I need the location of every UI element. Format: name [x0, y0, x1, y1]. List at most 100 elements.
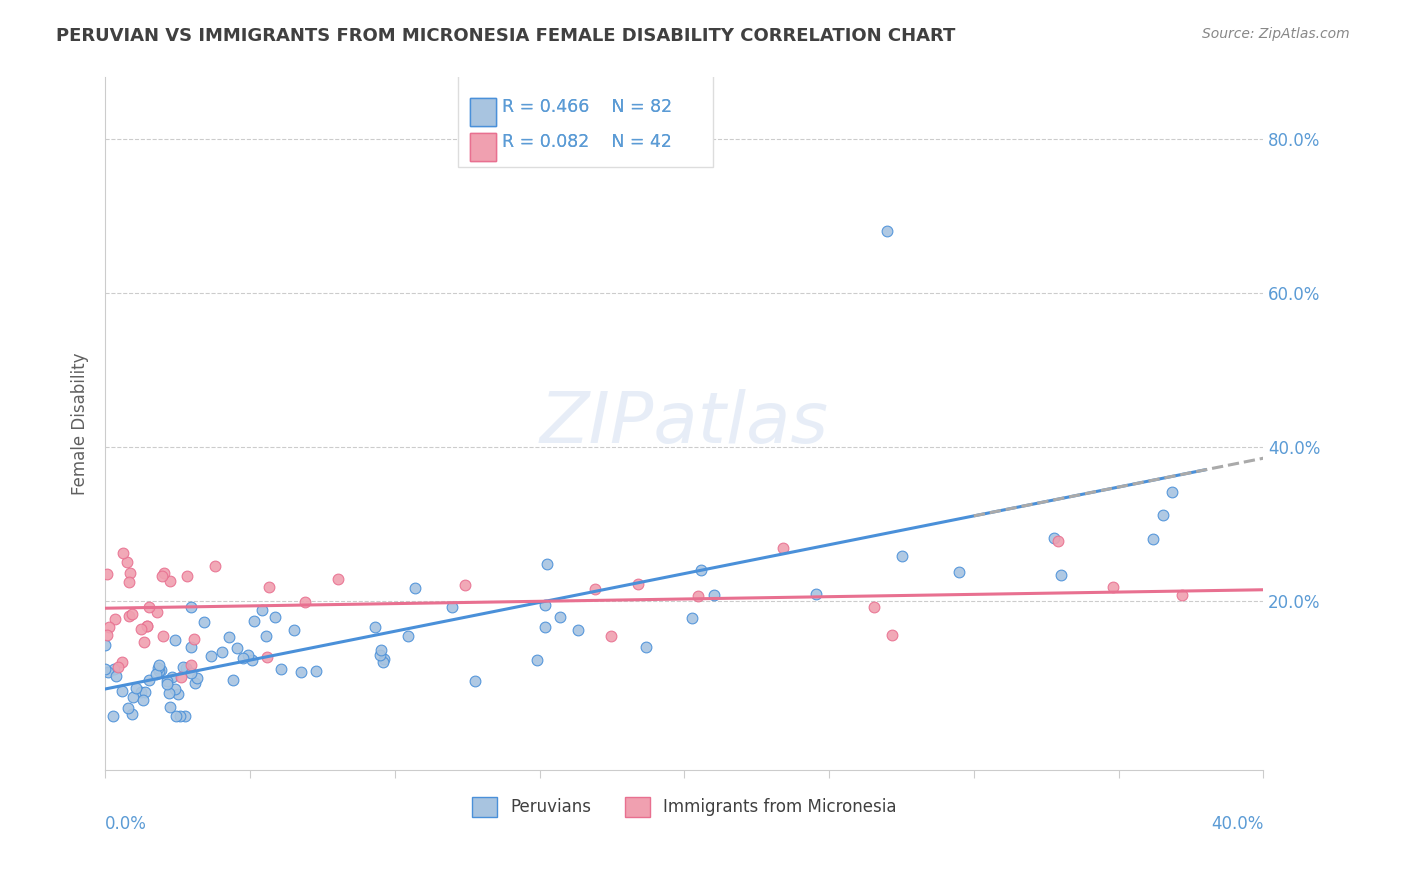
Peruvians	[1161, 484, 1184, 499]
Peruvians	[163, 632, 186, 647]
Immigrants from Micronesia	[129, 622, 152, 636]
Immigrants from Micronesia	[257, 580, 280, 594]
Peruvians	[373, 652, 395, 666]
Peruvians	[364, 620, 387, 634]
Immigrants from Micronesia	[772, 541, 794, 556]
Peruvians	[636, 640, 658, 655]
Peruvians	[131, 685, 153, 699]
Peruvians	[222, 673, 245, 687]
Peruvians	[169, 709, 191, 723]
Peruvians	[180, 640, 202, 655]
Peruvians	[174, 709, 197, 723]
Peruvians	[534, 620, 557, 634]
Text: 0.0%: 0.0%	[105, 814, 148, 833]
Peruvians	[290, 665, 312, 680]
Peruvians	[441, 600, 464, 615]
Peruvians	[948, 566, 970, 580]
Peruvians	[101, 709, 124, 723]
Immigrants from Micronesia	[882, 628, 904, 642]
Peruvians	[534, 598, 557, 612]
Immigrants from Micronesia	[115, 555, 138, 569]
Peruvians	[891, 549, 914, 563]
Peruvians	[283, 624, 305, 638]
Immigrants from Micronesia	[256, 649, 278, 664]
Immigrants from Micronesia	[1047, 533, 1070, 548]
Immigrants from Micronesia	[150, 568, 173, 582]
Immigrants from Micronesia	[294, 595, 316, 609]
Peruvians	[703, 589, 725, 603]
Peruvians	[250, 603, 273, 617]
Peruvians	[270, 662, 292, 676]
Immigrants from Micronesia	[136, 619, 159, 633]
Text: R = 0.082    N = 42: R = 0.082 N = 42	[502, 133, 672, 151]
Immigrants from Micronesia	[183, 632, 205, 646]
Peruvians	[167, 687, 190, 701]
Peruvians	[149, 663, 172, 677]
Peruvians	[94, 662, 117, 676]
Peruvians	[134, 684, 156, 698]
Immigrants from Micronesia	[146, 605, 169, 619]
Peruvians	[567, 624, 589, 638]
Immigrants from Micronesia	[159, 574, 181, 589]
Peruvians	[157, 686, 180, 700]
Peruvians	[305, 664, 328, 678]
Peruvians	[1142, 532, 1164, 546]
Peruvians	[548, 610, 571, 624]
Peruvians	[146, 661, 169, 675]
Peruvians	[172, 660, 194, 674]
Peruvians	[160, 670, 183, 684]
Peruvians	[243, 614, 266, 628]
Immigrants from Micronesia	[153, 566, 176, 581]
Immigrants from Micronesia	[104, 612, 127, 626]
Peruvians	[180, 600, 202, 615]
FancyBboxPatch shape	[470, 133, 495, 161]
Peruvians	[200, 649, 222, 664]
Immigrants from Micronesia	[118, 609, 141, 624]
Peruvians	[105, 669, 128, 683]
Immigrants from Micronesia	[107, 660, 129, 674]
Peruvians	[165, 681, 187, 696]
Peruvians	[371, 655, 394, 669]
Peruvians	[804, 587, 827, 601]
Peruvians	[193, 615, 215, 629]
Peruvians	[165, 709, 187, 723]
Immigrants from Micronesia	[112, 546, 135, 560]
Peruvians	[174, 660, 197, 674]
Peruvians	[148, 658, 170, 673]
Immigrants from Micronesia	[1101, 580, 1123, 594]
Peruvians	[218, 630, 240, 644]
Immigrants from Micronesia	[863, 599, 886, 614]
Immigrants from Micronesia	[111, 655, 134, 669]
Peruvians	[121, 707, 143, 722]
Text: Source: ZipAtlas.com: Source: ZipAtlas.com	[1202, 27, 1350, 41]
Immigrants from Micronesia	[583, 582, 606, 597]
Peruvians	[211, 644, 233, 658]
Immigrants from Micronesia	[120, 566, 142, 581]
Immigrants from Micronesia	[98, 619, 121, 633]
Immigrants from Micronesia	[1171, 588, 1194, 602]
Immigrants from Micronesia	[627, 577, 650, 591]
Immigrants from Micronesia	[180, 657, 202, 672]
Peruvians	[681, 611, 703, 625]
Immigrants from Micronesia	[176, 569, 198, 583]
Peruvians	[263, 610, 285, 624]
Peruvians	[238, 648, 260, 662]
FancyBboxPatch shape	[458, 74, 713, 168]
Peruvians	[103, 662, 125, 676]
Immigrants from Micronesia	[118, 574, 141, 589]
Peruvians	[368, 648, 391, 662]
Peruvians	[159, 699, 181, 714]
Peruvians	[225, 641, 247, 656]
Peruvians	[396, 629, 419, 643]
Peruvians	[240, 653, 263, 667]
Text: ZIPatlas: ZIPatlas	[540, 389, 828, 458]
Immigrants from Micronesia	[96, 628, 118, 642]
Peruvians	[131, 693, 153, 707]
Peruvians	[186, 671, 208, 685]
Text: R = 0.466    N = 82: R = 0.466 N = 82	[502, 98, 672, 116]
Peruvians	[138, 673, 160, 687]
Immigrants from Micronesia	[138, 599, 160, 614]
Immigrants from Micronesia	[600, 629, 623, 643]
Immigrants from Micronesia	[152, 629, 174, 643]
Peruvians	[156, 676, 179, 690]
